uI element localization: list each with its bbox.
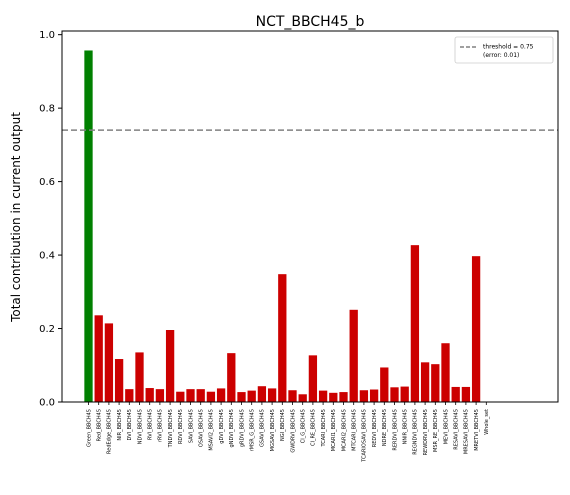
bar-7 bbox=[155, 389, 165, 402]
x-tick-label-19: NGI_BBCH45 bbox=[280, 409, 286, 441]
x-tick-label-16: rMSR_G_BBCH45 bbox=[250, 409, 256, 451]
x-ticks: Green_BBCH45 Red_BBCH45 RedEdge_BBCH45 NIR_… bbox=[86, 402, 490, 463]
bar-15 bbox=[237, 392, 246, 402]
bar-30 bbox=[390, 387, 399, 402]
y-ticks: 0.0 0.2 0.4 0.6 0.8 1.0 bbox=[39, 30, 62, 409]
bar-8 bbox=[165, 330, 175, 402]
x-tick-label-1: Red_BBCH45 bbox=[97, 409, 103, 441]
y-tick-label-4: 0.8 bbox=[39, 104, 55, 115]
bars-group bbox=[84, 50, 481, 402]
x-tick-label-12: MSAVI2_BBCH45 bbox=[209, 409, 215, 451]
bar-26 bbox=[349, 309, 358, 402]
x-tick-label-25: MCARI2_BBCH45 bbox=[341, 409, 347, 451]
bar-37 bbox=[461, 386, 471, 402]
bar-13 bbox=[216, 388, 226, 402]
bar-3 bbox=[114, 359, 124, 402]
bar-31 bbox=[400, 386, 409, 402]
x-tick-label-29: NDRE_BBCH45 bbox=[382, 409, 388, 446]
bar-20 bbox=[288, 390, 297, 402]
bar-28 bbox=[369, 389, 379, 402]
axes-frame bbox=[61, 30, 559, 403]
x-tick-label-23: TCARI_BBCH45 bbox=[321, 409, 327, 448]
y-tick-label-3: 0.6 bbox=[39, 177, 55, 188]
bar-10 bbox=[186, 389, 195, 402]
bar-17 bbox=[257, 386, 267, 402]
x-tick-label-38: MRETVI_BBCH45 bbox=[474, 409, 480, 451]
x-tick-label-22: CI_RE_BBCH45 bbox=[311, 409, 317, 446]
bar-27 bbox=[359, 390, 369, 402]
bar-34 bbox=[431, 364, 440, 402]
x-tick-label-36: RESAVI_BBCH45 bbox=[454, 409, 460, 450]
x-tick-label-0: Green_BBCH45 bbox=[86, 409, 92, 447]
x-tick-label-10: SAVI_BBCH45 bbox=[188, 409, 194, 443]
y-axis-label: Total contribution in current output bbox=[9, 112, 23, 323]
x-tick-label-24: MCARI1_BBCH45 bbox=[331, 409, 337, 451]
x-tick-label-28: REDVI_BBCH45 bbox=[372, 409, 378, 447]
y-tick-label-1: 0.2 bbox=[39, 324, 55, 335]
y-tick-label-2: 0.4 bbox=[39, 251, 55, 262]
bar-1 bbox=[94, 315, 103, 402]
bar-25 bbox=[339, 392, 348, 402]
x-tick-label-33: REWDRVI_BBCH45 bbox=[423, 409, 429, 455]
legend-label-line1: threshold = 0.75 bbox=[483, 44, 534, 51]
bar-33 bbox=[420, 362, 430, 402]
bar-14 bbox=[227, 353, 236, 402]
bar-0 bbox=[84, 50, 93, 402]
x-tick-label-27: TCARIOSAVI_BBCH45 bbox=[362, 409, 368, 463]
x-tick-label-9: RDVI_BBCH45 bbox=[178, 409, 184, 444]
bar-38 bbox=[471, 256, 481, 402]
x-tick-label-34: MSR_RE_BBCH45 bbox=[433, 409, 439, 452]
bar-32 bbox=[410, 245, 420, 402]
x-tick-label-3: NIR_BBCH45 bbox=[117, 409, 123, 441]
bar-2 bbox=[104, 323, 114, 402]
bar-5 bbox=[135, 352, 144, 402]
bar-12 bbox=[206, 391, 216, 402]
x-tick-label-21: CI_G_BBCH45 bbox=[301, 409, 307, 443]
x-tick-label-18: MGSAVI_BBCH45 bbox=[270, 409, 276, 451]
x-tick-label-4: DVI_BBCH45 bbox=[127, 409, 133, 441]
bar-6 bbox=[145, 388, 154, 402]
x-tick-label-30: RERDVI_BBCH45 bbox=[392, 409, 398, 451]
plot-frame bbox=[61, 30, 559, 403]
legend-label-line2: (error: 0.01) bbox=[483, 52, 519, 59]
bar-4 bbox=[125, 389, 134, 402]
legend-box bbox=[454, 36, 554, 64]
bar-36 bbox=[451, 386, 460, 402]
x-tick-label-11: OSAVI_BBCH45 bbox=[199, 409, 205, 447]
x-tick-label-6: RVI_BBCH45 bbox=[148, 409, 154, 440]
x-tick-label-37: MRESAVI_BBCH45 bbox=[464, 409, 470, 454]
bar-18 bbox=[267, 388, 277, 402]
x-tick-label-13: gDVI_BBCH45 bbox=[219, 409, 225, 444]
x-tick-label-35: MEVI_BBCH45 bbox=[443, 409, 449, 444]
x-tick-label-31: NNIR_BBCH45 bbox=[403, 409, 409, 444]
x-tick-label-15: gRDVI_BBCH45 bbox=[239, 409, 245, 447]
y-tick-label-5: 1.0 bbox=[39, 30, 55, 41]
bar-11 bbox=[196, 389, 205, 402]
bar-29 bbox=[380, 367, 389, 402]
bar-16 bbox=[247, 390, 256, 402]
x-tick-label-32: REGNDVI_BBCH45 bbox=[413, 409, 419, 455]
bar-35 bbox=[441, 343, 450, 402]
bar-23 bbox=[318, 390, 328, 402]
bar-21 bbox=[298, 394, 307, 402]
bar-24 bbox=[329, 392, 338, 402]
x-tick-label-26: MTCARI_BBCH45 bbox=[352, 409, 358, 451]
legend: threshold = 0.75(error: 0.01) bbox=[454, 36, 554, 64]
x-tick-label-7: rRVI_BBCH45 bbox=[158, 409, 164, 442]
y-tick-label-0: 0.0 bbox=[39, 398, 55, 409]
x-tick-label-5: NDVI_BBCH45 bbox=[137, 409, 143, 444]
x-tick-label-20: GWDRVI_BBCH45 bbox=[290, 409, 296, 453]
x-tick-label-14: gNDVI_BBCH45 bbox=[229, 409, 235, 447]
x-tick-label-17: GSAVI_BBCH45 bbox=[260, 409, 266, 447]
bar-19 bbox=[278, 274, 287, 402]
x-tick-label-8: TNDVI_BBCH45 bbox=[168, 409, 174, 448]
bar-9 bbox=[176, 391, 185, 402]
x-tick-label-2: RedEdge_BBCH45 bbox=[107, 409, 113, 454]
x-tick-label-39: Whole_set bbox=[484, 409, 490, 435]
chart-title: NCT_BBCH45_b bbox=[256, 14, 365, 30]
bar-22 bbox=[308, 355, 318, 402]
